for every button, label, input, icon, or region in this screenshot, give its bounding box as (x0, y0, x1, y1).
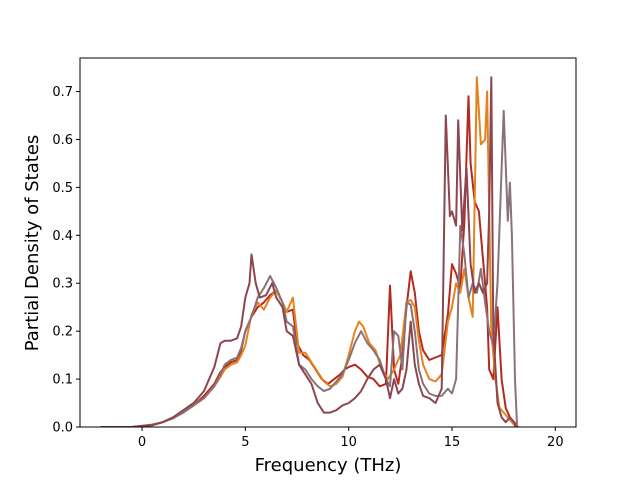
x-tick-label: 0 (138, 435, 146, 450)
series-layer (100, 76, 519, 427)
series-line-1 (100, 95, 519, 427)
y-tick-label: 0.6 (52, 133, 73, 148)
x-axis-label: Frequency (THz) (255, 455, 402, 476)
y-tick-label: 0.0 (52, 421, 73, 436)
y-axis-label: Partial Density of States (22, 135, 43, 352)
x-tick-label: 20 (547, 435, 564, 450)
plot-area-frame (79, 57, 577, 428)
series-line-4 (100, 76, 518, 427)
y-tick-label: 0.4 (52, 229, 73, 244)
y-tick-label: 0.7 (52, 85, 73, 100)
y-tick-label: 0.3 (52, 277, 73, 292)
y-tick-label: 0.5 (52, 181, 73, 196)
series-line-2 (100, 76, 517, 427)
y-tick-label: 0.1 (52, 373, 73, 388)
x-tick-label: 10 (340, 435, 357, 450)
axis-ticks: 0 5 10 15 20 0.0 0.1 0.2 0.3 0.4 0.5 0.6 0.7 (52, 85, 563, 450)
x-tick-label: 15 (444, 435, 461, 450)
x-tick-label: 5 (241, 435, 249, 450)
y-tick-label: 0.2 (52, 325, 73, 340)
